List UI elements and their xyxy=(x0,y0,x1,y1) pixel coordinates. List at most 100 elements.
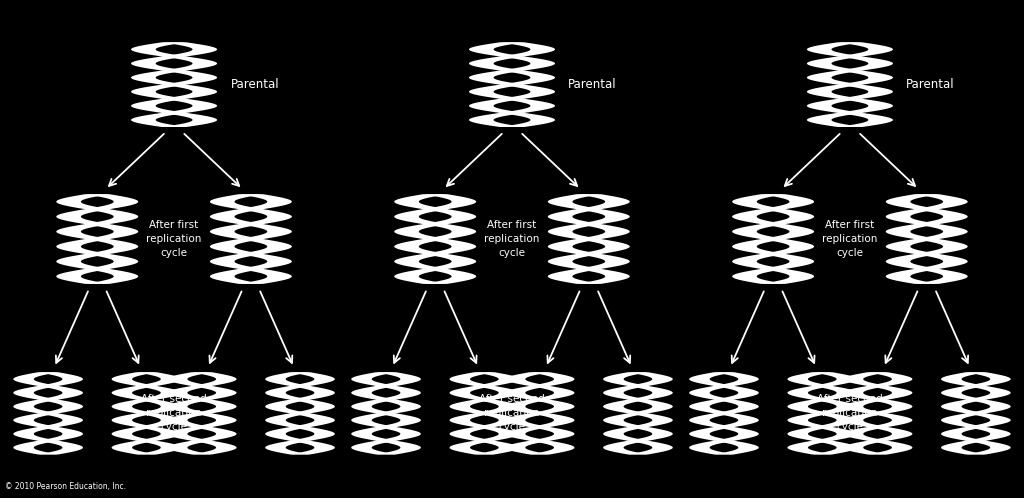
Polygon shape xyxy=(112,399,158,413)
Polygon shape xyxy=(965,399,1011,413)
Polygon shape xyxy=(167,440,214,454)
Polygon shape xyxy=(811,413,857,427)
Polygon shape xyxy=(886,239,940,254)
Polygon shape xyxy=(732,194,786,209)
Polygon shape xyxy=(131,42,187,57)
Polygon shape xyxy=(787,373,834,386)
Polygon shape xyxy=(603,427,649,441)
Polygon shape xyxy=(505,399,551,413)
Polygon shape xyxy=(84,224,138,239)
Polygon shape xyxy=(160,113,217,127)
Polygon shape xyxy=(210,253,265,269)
Polygon shape xyxy=(190,373,237,386)
Polygon shape xyxy=(167,427,213,441)
Polygon shape xyxy=(289,399,335,413)
Polygon shape xyxy=(811,427,857,441)
Polygon shape xyxy=(135,427,181,441)
Polygon shape xyxy=(375,386,421,400)
Polygon shape xyxy=(837,56,893,71)
Polygon shape xyxy=(450,427,496,441)
Polygon shape xyxy=(689,413,735,427)
Polygon shape xyxy=(866,373,912,386)
Polygon shape xyxy=(528,373,574,386)
Polygon shape xyxy=(421,268,476,284)
Polygon shape xyxy=(913,224,968,239)
Polygon shape xyxy=(574,253,630,269)
Polygon shape xyxy=(210,239,264,254)
Polygon shape xyxy=(469,56,525,71)
Polygon shape xyxy=(886,253,941,269)
Polygon shape xyxy=(167,399,213,413)
Polygon shape xyxy=(161,56,217,71)
Polygon shape xyxy=(807,99,864,113)
Polygon shape xyxy=(713,413,759,427)
Polygon shape xyxy=(473,373,519,386)
Polygon shape xyxy=(112,440,159,454)
Polygon shape xyxy=(265,386,311,400)
Polygon shape xyxy=(760,194,814,209)
Polygon shape xyxy=(190,427,237,441)
Polygon shape xyxy=(351,427,397,441)
Polygon shape xyxy=(83,268,138,284)
Polygon shape xyxy=(807,56,863,71)
Text: After first
replication
cycle: After first replication cycle xyxy=(484,220,540,258)
Polygon shape xyxy=(450,413,496,427)
Polygon shape xyxy=(469,42,525,57)
Polygon shape xyxy=(912,253,968,269)
Polygon shape xyxy=(237,268,292,284)
Polygon shape xyxy=(713,399,759,413)
Polygon shape xyxy=(810,440,857,454)
Polygon shape xyxy=(505,427,551,441)
Polygon shape xyxy=(56,194,111,209)
Polygon shape xyxy=(167,373,213,386)
Polygon shape xyxy=(886,224,940,239)
Polygon shape xyxy=(265,399,311,413)
Polygon shape xyxy=(759,268,814,284)
Polygon shape xyxy=(732,253,787,269)
Polygon shape xyxy=(528,386,574,400)
Polygon shape xyxy=(394,268,450,284)
Polygon shape xyxy=(760,224,814,239)
Polygon shape xyxy=(787,440,835,454)
Text: Parental: Parental xyxy=(230,78,279,91)
Polygon shape xyxy=(394,209,449,224)
Polygon shape xyxy=(505,413,551,427)
Polygon shape xyxy=(689,399,735,413)
Polygon shape xyxy=(375,373,421,386)
Polygon shape xyxy=(499,56,555,71)
Polygon shape xyxy=(469,99,526,113)
Polygon shape xyxy=(167,386,213,400)
Polygon shape xyxy=(469,85,525,99)
Polygon shape xyxy=(603,440,650,454)
Polygon shape xyxy=(161,42,217,57)
Polygon shape xyxy=(941,386,987,400)
Polygon shape xyxy=(265,373,311,386)
Polygon shape xyxy=(351,373,397,386)
Polygon shape xyxy=(472,440,519,454)
Polygon shape xyxy=(843,413,889,427)
Polygon shape xyxy=(422,224,476,239)
Polygon shape xyxy=(112,386,158,400)
Polygon shape xyxy=(394,224,449,239)
Polygon shape xyxy=(189,440,237,454)
Polygon shape xyxy=(499,85,555,99)
Polygon shape xyxy=(265,427,311,441)
Polygon shape xyxy=(689,373,735,386)
Polygon shape xyxy=(37,427,83,441)
Polygon shape xyxy=(13,413,59,427)
Polygon shape xyxy=(131,85,187,99)
Text: After second
replication
cycle: After second replication cycle xyxy=(479,394,545,432)
Polygon shape xyxy=(289,427,335,441)
Polygon shape xyxy=(886,194,940,209)
Polygon shape xyxy=(505,386,551,400)
Polygon shape xyxy=(237,253,292,269)
Polygon shape xyxy=(787,399,834,413)
Polygon shape xyxy=(238,224,292,239)
Polygon shape xyxy=(422,194,476,209)
Polygon shape xyxy=(787,427,834,441)
Polygon shape xyxy=(112,427,158,441)
Polygon shape xyxy=(886,209,940,224)
Polygon shape xyxy=(837,42,893,57)
Polygon shape xyxy=(732,239,786,254)
Polygon shape xyxy=(190,399,237,413)
